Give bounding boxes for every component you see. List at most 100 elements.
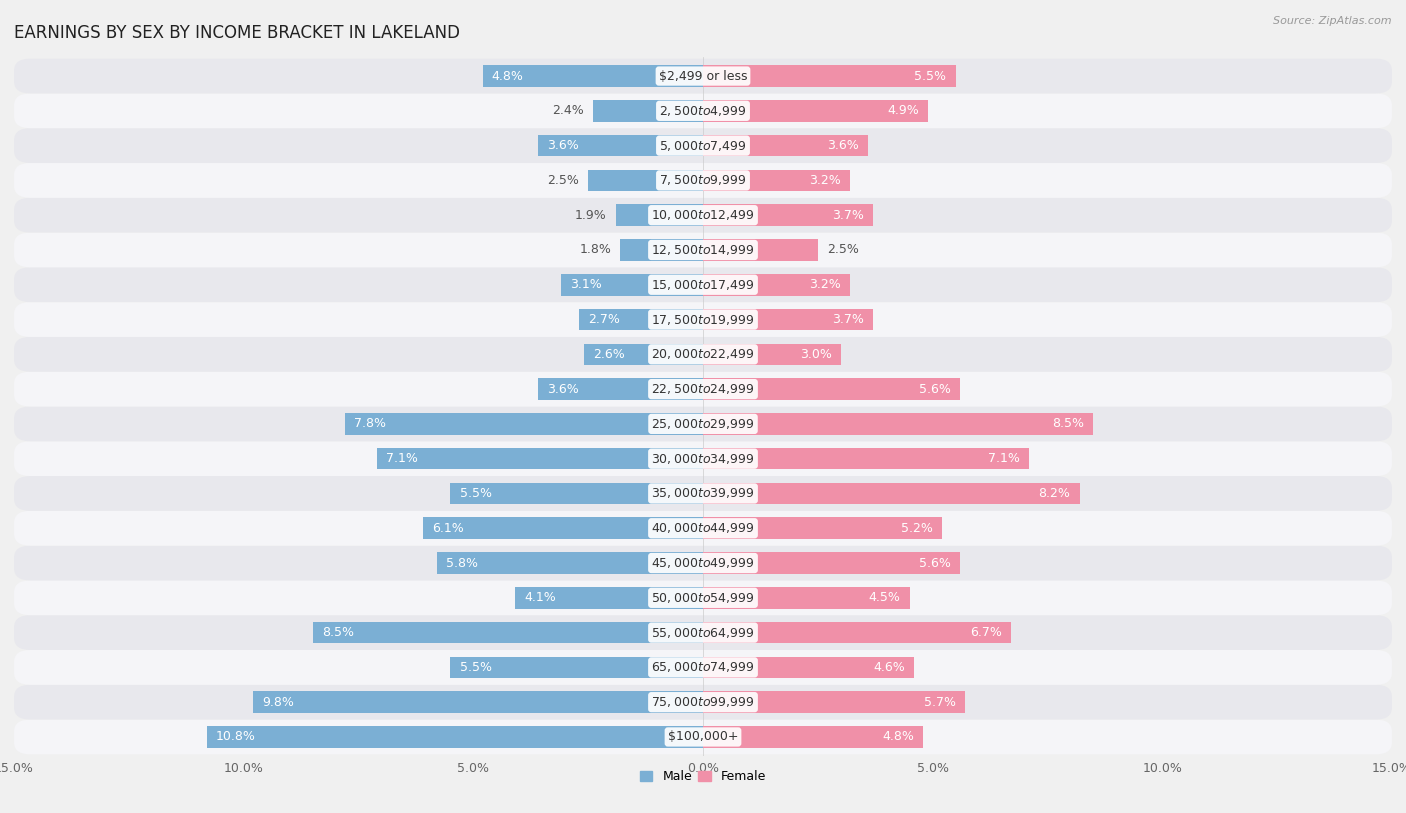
Text: $65,000 to $74,999: $65,000 to $74,999 [651,660,755,675]
FancyBboxPatch shape [14,720,1392,754]
Text: 2.4%: 2.4% [551,104,583,117]
FancyBboxPatch shape [14,546,1392,580]
FancyBboxPatch shape [14,233,1392,267]
Text: 10.8%: 10.8% [217,730,256,743]
Text: $10,000 to $12,499: $10,000 to $12,499 [651,208,755,222]
Bar [703,517,942,539]
Text: Source: ZipAtlas.com: Source: ZipAtlas.com [1274,16,1392,26]
Text: $12,500 to $14,999: $12,500 to $14,999 [651,243,755,257]
Text: $7,500 to $9,999: $7,500 to $9,999 [659,173,747,188]
Text: 1.9%: 1.9% [575,209,606,222]
Text: $22,500 to $24,999: $22,500 to $24,999 [651,382,755,396]
Text: 4.8%: 4.8% [492,70,523,83]
FancyBboxPatch shape [14,511,1392,546]
Text: 2.6%: 2.6% [593,348,624,361]
Bar [450,483,703,504]
Bar [703,483,1080,504]
FancyBboxPatch shape [14,615,1392,650]
Text: 2.5%: 2.5% [547,174,579,187]
Legend: Male, Female: Male, Female [636,765,770,789]
Text: 7.1%: 7.1% [988,452,1019,465]
Text: 3.1%: 3.1% [569,278,602,291]
Text: 8.5%: 8.5% [322,626,354,639]
FancyBboxPatch shape [14,59,1392,93]
FancyBboxPatch shape [14,685,1392,720]
Bar [616,204,703,226]
Bar [703,344,841,365]
Text: $75,000 to $99,999: $75,000 to $99,999 [651,695,755,709]
Text: 3.6%: 3.6% [547,383,579,396]
Text: $50,000 to $54,999: $50,000 to $54,999 [651,591,755,605]
Text: $5,000 to $7,499: $5,000 to $7,499 [659,138,747,153]
Bar [207,726,703,748]
Bar [583,344,703,365]
Bar [703,100,928,122]
Text: 6.7%: 6.7% [970,626,1001,639]
Bar [703,657,914,678]
Bar [561,274,703,296]
Text: 9.8%: 9.8% [262,696,294,709]
FancyBboxPatch shape [14,128,1392,163]
Bar [423,517,703,539]
Bar [437,552,703,574]
Text: EARNINGS BY SEX BY INCOME BRACKET IN LAKELAND: EARNINGS BY SEX BY INCOME BRACKET IN LAK… [14,24,460,42]
Text: 3.7%: 3.7% [832,209,863,222]
Bar [450,657,703,678]
Text: $15,000 to $17,499: $15,000 to $17,499 [651,278,755,292]
Text: 3.2%: 3.2% [808,278,841,291]
Text: 3.2%: 3.2% [808,174,841,187]
Text: 7.1%: 7.1% [387,452,418,465]
Text: 3.6%: 3.6% [547,139,579,152]
Text: 5.6%: 5.6% [920,557,950,570]
FancyBboxPatch shape [14,267,1392,302]
Bar [703,239,818,261]
Bar [537,378,703,400]
Text: $55,000 to $64,999: $55,000 to $64,999 [651,625,755,640]
Text: 2.7%: 2.7% [588,313,620,326]
FancyBboxPatch shape [14,372,1392,406]
Bar [620,239,703,261]
FancyBboxPatch shape [14,580,1392,615]
Text: 3.7%: 3.7% [832,313,863,326]
Bar [703,309,873,330]
Text: $100,000+: $100,000+ [668,730,738,743]
Text: 5.7%: 5.7% [924,696,956,709]
Bar [593,100,703,122]
FancyBboxPatch shape [14,302,1392,337]
Text: 4.8%: 4.8% [883,730,914,743]
FancyBboxPatch shape [14,406,1392,441]
Text: $17,500 to $19,999: $17,500 to $19,999 [651,312,755,327]
Text: 6.1%: 6.1% [432,522,464,535]
FancyBboxPatch shape [14,441,1392,476]
Text: 4.1%: 4.1% [524,591,555,604]
FancyBboxPatch shape [14,337,1392,372]
Bar [344,413,703,435]
Bar [703,170,851,191]
Bar [703,204,873,226]
Text: 5.5%: 5.5% [914,70,946,83]
Text: 8.5%: 8.5% [1052,417,1084,430]
Text: 4.6%: 4.6% [873,661,905,674]
Text: 5.5%: 5.5% [460,661,492,674]
Text: 3.6%: 3.6% [827,139,859,152]
Text: $2,500 to $4,999: $2,500 to $4,999 [659,104,747,118]
Bar [703,135,869,156]
Bar [588,170,703,191]
Text: 5.6%: 5.6% [920,383,950,396]
Text: $30,000 to $34,999: $30,000 to $34,999 [651,452,755,466]
Bar [703,587,910,609]
Text: $40,000 to $44,999: $40,000 to $44,999 [651,521,755,535]
Bar [703,726,924,748]
Text: $25,000 to $29,999: $25,000 to $29,999 [651,417,755,431]
Bar [312,622,703,643]
Bar [253,691,703,713]
Bar [377,448,703,469]
Bar [703,448,1029,469]
Text: $20,000 to $22,499: $20,000 to $22,499 [651,347,755,361]
Text: 4.9%: 4.9% [887,104,920,117]
Text: 4.5%: 4.5% [869,591,900,604]
Bar [703,552,960,574]
Text: 2.5%: 2.5% [827,243,859,256]
Text: 1.8%: 1.8% [579,243,612,256]
Bar [703,378,960,400]
